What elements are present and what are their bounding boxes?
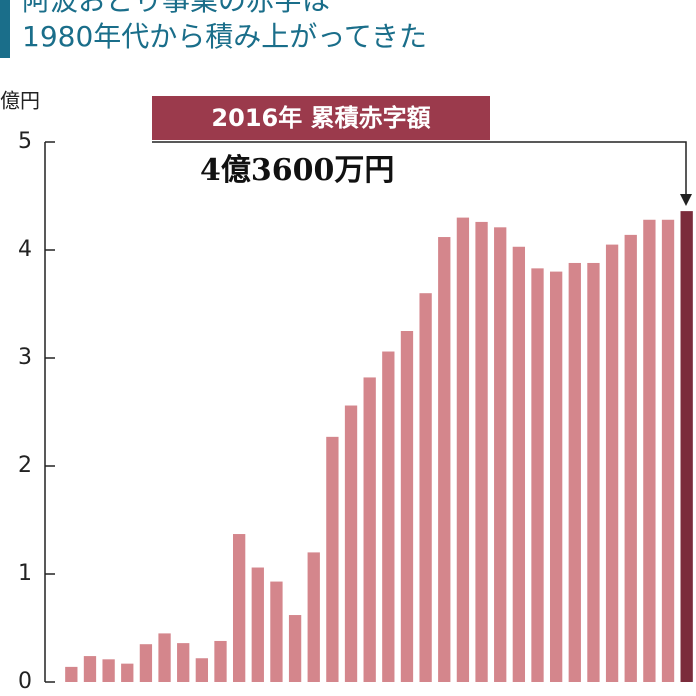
bar	[270, 581, 283, 682]
bar	[624, 234, 637, 682]
bar	[531, 268, 544, 682]
arrow-head	[680, 194, 692, 206]
bar	[177, 643, 190, 682]
annotation-text: 4億3600万円	[200, 153, 394, 188]
y-tick-label: 2	[18, 453, 32, 478]
annotation-arrow	[152, 141, 687, 196]
bar	[587, 262, 600, 682]
bar	[494, 227, 507, 682]
bar	[65, 666, 78, 682]
bar	[512, 246, 526, 682]
y-axis-label: 億円	[0, 89, 40, 113]
bar	[438, 237, 451, 683]
bar	[475, 221, 488, 683]
bar	[326, 436, 339, 682]
bar	[251, 567, 264, 682]
title-accent	[0, 0, 10, 58]
annotation-title: 2016年 累積赤字額	[211, 104, 430, 132]
bar	[400, 331, 414, 682]
bar	[363, 377, 376, 682]
bar	[232, 534, 246, 682]
chart-title: 阿波おどり事業の赤字は	[22, 0, 330, 17]
bar	[680, 211, 693, 682]
y-tick-label: 0	[18, 669, 32, 694]
y-tick-label: 1	[18, 561, 32, 586]
bar	[307, 552, 320, 682]
bar	[661, 219, 675, 682]
bar	[643, 219, 656, 682]
y-tick-label: 3	[18, 345, 32, 370]
bar	[214, 640, 227, 682]
bar	[549, 271, 563, 682]
bar	[139, 644, 153, 682]
y-tick-label: 4	[18, 237, 32, 262]
bar	[382, 351, 395, 682]
bar	[605, 244, 619, 682]
bar	[83, 656, 97, 682]
y-tick-label: 5	[18, 129, 32, 154]
bar	[102, 659, 115, 682]
bar	[158, 633, 171, 682]
bar	[288, 615, 302, 682]
annotation-box	[152, 96, 490, 140]
bar	[419, 293, 432, 682]
bar	[344, 405, 358, 682]
chart-subtitle: 1980年代から積み上がってきた	[22, 20, 427, 53]
bar	[568, 262, 581, 682]
bar	[121, 663, 134, 682]
bar	[195, 658, 209, 682]
bar	[456, 217, 470, 682]
